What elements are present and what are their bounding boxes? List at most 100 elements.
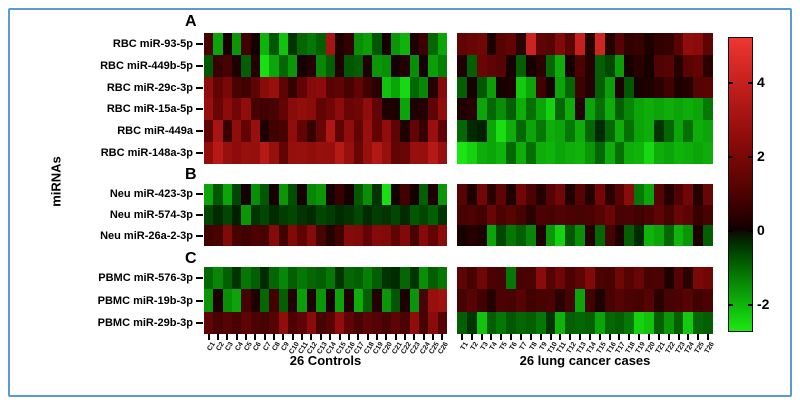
heatmap-cell: [565, 289, 576, 312]
heatmap-cell: [585, 142, 595, 164]
heatmap-cell: [250, 142, 261, 164]
heatmap-panel-b-controls: [204, 184, 447, 246]
heatmap-cell: [644, 98, 654, 121]
x-axis-tick: [431, 334, 434, 340]
heatmap-cell: [496, 76, 507, 99]
heatmap-cell: [222, 225, 233, 246]
heatmap-cell: [575, 142, 585, 164]
heatmap-cell: [525, 76, 536, 99]
x-axis-tick: [263, 334, 266, 340]
heatmap-cell: [213, 184, 223, 205]
heatmap-cell: [585, 311, 595, 334]
heatmap-cell: [585, 54, 595, 77]
heatmap-cell: [496, 98, 507, 121]
x-axis-tick: [510, 334, 513, 340]
heatmap-cell: [604, 184, 615, 205]
heatmap-cell: [362, 267, 373, 290]
heatmap-cell: [555, 54, 566, 77]
heatmap-cell: [409, 204, 419, 226]
heatmap-cell: [496, 311, 507, 334]
heatmap-cell: [516, 120, 526, 143]
heatmap-cell: [250, 54, 261, 77]
heatmap-cell: [506, 184, 517, 205]
heatmap-cell: [486, 142, 497, 164]
heatmap-cell: [476, 142, 487, 164]
heatmap-cell: [614, 54, 625, 77]
heatmap-cell: [334, 142, 345, 164]
controls-group-caption: 26 Controls: [289, 353, 362, 368]
heatmap-cell: [437, 204, 447, 226]
x-axis-tick: [579, 334, 582, 340]
heatmap-cell: [585, 225, 595, 246]
heatmap-cell: [344, 98, 354, 121]
heatmap-cell: [334, 225, 345, 246]
heatmap-cell: [241, 33, 251, 55]
heatmap-cell: [683, 98, 694, 121]
heatmap-cell: [353, 120, 363, 143]
x-axis-tick: [490, 334, 493, 340]
heatmap-cell: [278, 54, 289, 77]
heatmap-cell: [213, 98, 223, 121]
heatmap-cell: [288, 76, 298, 99]
heatmap-cell: [306, 142, 317, 164]
heatmap-cell: [663, 267, 674, 290]
heatmap-cell: [400, 289, 410, 312]
heatmap-cell: [525, 267, 536, 290]
heatmap-cell: [634, 33, 645, 55]
heatmap-cell: [486, 54, 497, 77]
heatmap-cell: [644, 76, 654, 99]
heatmap-cell: [325, 76, 335, 99]
row-label: RBC miR-29c-3p: [106, 81, 193, 94]
heatmap-cell: [316, 142, 326, 164]
heatmap-cell: [683, 225, 694, 246]
heatmap-cell: [428, 267, 438, 290]
heatmap-cell: [506, 98, 517, 121]
heatmap-cell: [673, 311, 684, 334]
heatmap-cell: [585, 120, 595, 143]
heatmap-cell: [204, 184, 214, 205]
heatmap-cell: [496, 267, 507, 290]
heatmap-cell: [653, 267, 664, 290]
heatmap-cell: [457, 184, 467, 205]
heatmap-cell: [604, 98, 615, 121]
heatmap-cell: [400, 267, 410, 290]
heatmap-cell: [353, 204, 363, 226]
heatmap-cell: [594, 76, 605, 99]
heatmap-cell: [390, 120, 401, 143]
heatmap-cell: [535, 98, 546, 121]
heatmap-cell: [428, 76, 438, 99]
heatmap-cell: [362, 76, 373, 99]
heatmap-cell: [594, 120, 605, 143]
heatmap-cell: [437, 184, 447, 205]
heatmap-cell: [624, 76, 635, 99]
x-axis-tick: [366, 334, 369, 340]
heatmap-cell: [418, 142, 429, 164]
row-label: RBC miR-148a-3p: [100, 147, 193, 160]
heatmap-cell: [565, 76, 576, 99]
heatmap-cell: [278, 120, 289, 143]
heatmap-cell: [535, 120, 546, 143]
heatmap-cell: [362, 204, 373, 226]
heatmap-cell: [673, 120, 684, 143]
heatmap-cell: [457, 289, 467, 312]
heatmap-cell: [457, 76, 467, 99]
heatmap-cell: [316, 120, 326, 143]
heatmap-cell: [400, 204, 410, 226]
heatmap-cell: [390, 98, 401, 121]
heatmap-cell: [604, 311, 615, 334]
heatmap-cell: [604, 142, 615, 164]
heatmap-cell: [278, 311, 289, 334]
heatmap-cell: [466, 76, 477, 99]
heatmap-cell: [353, 33, 363, 55]
heatmap-cell: [390, 184, 401, 205]
heatmap-cell: [486, 267, 497, 290]
heatmap-cell: [325, 33, 335, 55]
heatmap-cell: [213, 76, 223, 99]
heatmap-cell: [663, 289, 674, 312]
heatmap-cell: [232, 98, 242, 121]
heatmap-cell: [362, 33, 373, 55]
heatmap-cell: [466, 54, 477, 77]
x-axis-tick: [638, 334, 641, 340]
heatmap-cell: [693, 120, 704, 143]
y-axis-tick: [196, 64, 203, 67]
